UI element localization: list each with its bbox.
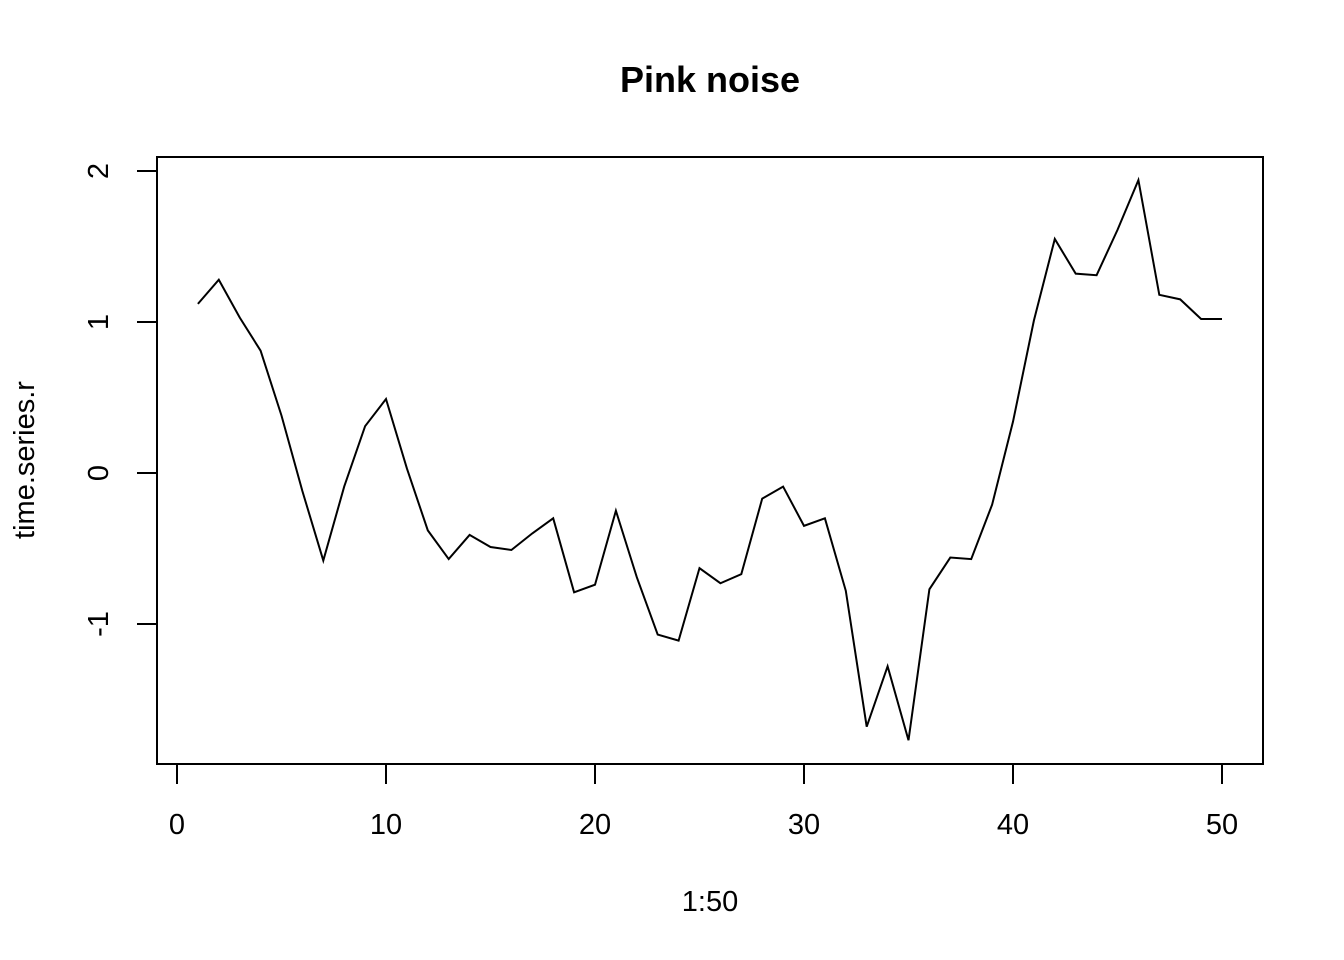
series-line (197, 176, 1222, 741)
x-axis-label: 1:50 (682, 886, 738, 918)
x-axis: 0 10 20 30 40 50 (169, 763, 1238, 841)
x-tick-label-50: 50 (1206, 809, 1238, 841)
y-tick-label-0: 0 (83, 465, 115, 481)
y-tick-label-1: 1 (83, 314, 115, 330)
x-tick-label-40: 40 (997, 809, 1029, 841)
x-tick-label-30: 30 (788, 809, 820, 841)
chart-title: Pink noise (620, 59, 800, 100)
x-tick-label-10: 10 (370, 809, 402, 841)
y-axis-label: time.series.r (9, 381, 41, 539)
series-layer (197, 176, 1222, 741)
x-tick-label-0: 0 (169, 809, 185, 841)
y-axis: -1 0 1 2 (83, 163, 158, 637)
plot-frame (156, 156, 1264, 765)
y-tick-label-2: 2 (83, 163, 115, 179)
y-tick-label--1: -1 (83, 611, 115, 637)
x-tick-label-20: 20 (579, 809, 611, 841)
